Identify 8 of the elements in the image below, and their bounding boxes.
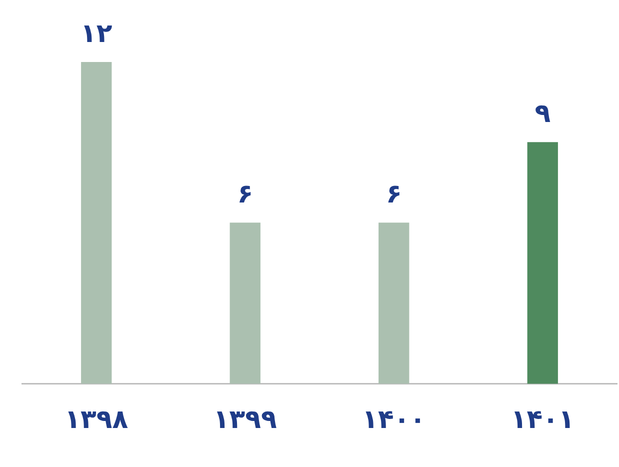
x-tick-label: ۱۴۰۱ — [510, 405, 574, 436]
data-label: ۱۲ — [80, 18, 112, 49]
x-tick-label: ۱۳۹۹ — [213, 405, 277, 436]
x-tick-label: ۱۳۹۸ — [64, 405, 128, 436]
data-label: ۶ — [237, 180, 254, 210]
data-label: ۹ — [534, 99, 551, 130]
x-tick-label: ۱۴۰۰ — [362, 405, 426, 436]
data-label: ۶ — [386, 180, 402, 210]
